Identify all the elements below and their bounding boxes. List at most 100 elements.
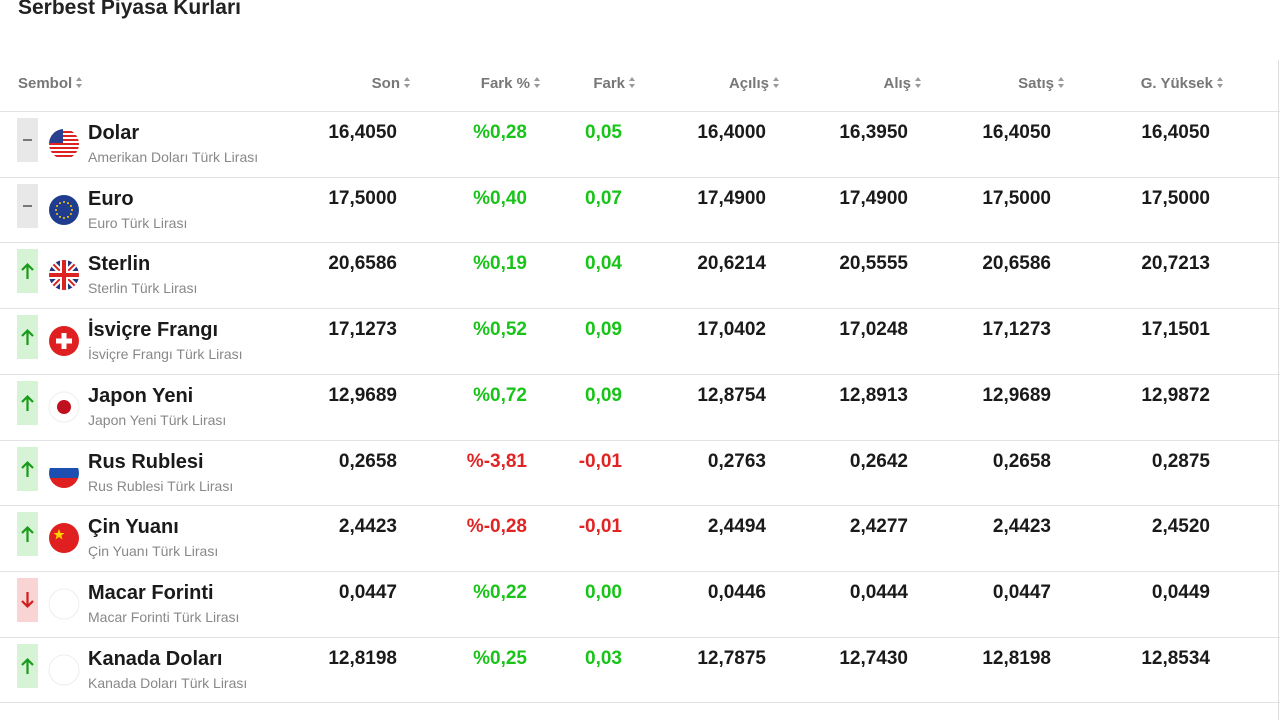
currency-subtitle: Rus Rublesi Türk Lirası — [88, 477, 234, 494]
trend-icon — [21, 526, 34, 543]
currency-subtitle: Sterlin Türk Lirası — [88, 280, 198, 297]
rate-cell: 12,7430 — [839, 647, 908, 669]
column-header[interactable]: Alış — [883, 75, 922, 92]
rate-cell: -0,01 — [578, 516, 622, 538]
rate-cell: 16,4050 — [982, 122, 1051, 143]
rate-cell: 12,9872 — [1141, 384, 1210, 406]
trend-indicator — [17, 577, 38, 622]
currency-flag — [48, 588, 80, 625]
trend-icon — [21, 394, 34, 411]
currency-name[interactable]: Macar Forinti — [88, 581, 214, 604]
trend-indicator — [17, 249, 38, 294]
row-divider — [0, 439, 1280, 441]
rate-cell: 2,4277 — [849, 516, 908, 538]
currency-subtitle: Japon Yeni Türk Lirası — [88, 411, 227, 428]
rate-cell: 0,00 — [585, 581, 622, 603]
trend-icon — [21, 657, 34, 674]
rate-cell: 20,6214 — [697, 253, 766, 275]
column-header[interactable]: Fark — [593, 75, 636, 92]
header-divider — [0, 111, 1280, 112]
trend-indicator — [17, 380, 38, 425]
rate-cell: 16,3950 — [839, 122, 908, 143]
column-header-text: Satış — [1018, 75, 1054, 92]
flag-icon — [49, 457, 79, 488]
rate-cell: 0,2658 — [992, 450, 1051, 472]
trend-indicator — [17, 446, 38, 491]
row-divider — [0, 636, 1280, 638]
column-header-text: Sembol — [18, 75, 73, 92]
column-header[interactable]: G. Yüksek — [1141, 75, 1224, 92]
column-header-text: Son — [371, 75, 400, 92]
rate-cell: 2,4423 — [338, 516, 397, 538]
rate-cell: 0,0447 — [338, 581, 397, 603]
row-divider — [0, 242, 1280, 244]
column-header[interactable]: Sembol — [18, 75, 83, 92]
currency-subtitle: Euro Türk Lirası — [88, 214, 188, 231]
column-header[interactable]: Fark % — [481, 75, 541, 92]
currency-name[interactable]: Japon Yeni — [88, 384, 194, 407]
currency-subtitle: İsviçre Frangı Türk Lirası — [88, 346, 243, 363]
rate-cell: 0,2875 — [1151, 450, 1210, 472]
rate-cell: 0,0447 — [992, 581, 1051, 603]
column-header-text: Alış — [883, 75, 911, 92]
rate-cell: 20,6586 — [328, 253, 397, 275]
currency-name[interactable]: Euro — [88, 187, 134, 210]
rate-cell: 17,5000 — [328, 187, 397, 209]
rate-cell: 2,4494 — [707, 516, 766, 538]
trend-indicator — [17, 512, 38, 557]
column-header[interactable]: Son — [372, 75, 411, 92]
rate-cell: 0,2642 — [849, 450, 908, 472]
rate-cell: 20,7213 — [1141, 253, 1210, 275]
flag-icon — [48, 391, 80, 423]
rate-cell: 2,4423 — [992, 516, 1051, 538]
rate-cell: 0,2763 — [707, 450, 766, 472]
rate-cell: 0,03 — [585, 647, 622, 669]
currency-flag — [48, 391, 80, 428]
sort-icon — [1216, 77, 1224, 89]
currency-name[interactable]: Çin Yuanı — [88, 516, 179, 539]
trend-icon — [23, 204, 32, 207]
row-divider — [0, 373, 1280, 375]
trend-indicator — [17, 643, 38, 688]
trend-indicator — [17, 183, 38, 228]
rate-cell: 17,0402 — [697, 319, 766, 341]
sort-icon — [772, 77, 780, 89]
rate-cell: 17,1273 — [328, 319, 397, 341]
trend-indicator — [17, 118, 38, 162]
column-header-text: Fark % — [480, 75, 530, 92]
rate-cell: 17,1273 — [982, 319, 1051, 341]
rate-cell: %-0,28 — [466, 516, 527, 538]
currency-name[interactable]: Kanada Doları — [88, 647, 223, 670]
currency-flag — [48, 457, 80, 494]
currency-name[interactable]: Dolar — [88, 122, 140, 144]
rate-cell: %0,28 — [473, 122, 527, 143]
rate-cell: 17,4900 — [697, 187, 766, 209]
rate-cell: %0,52 — [473, 319, 527, 341]
row-divider — [0, 702, 1280, 704]
currency-name[interactable]: Sterlin — [88, 253, 151, 276]
rate-cell: 17,1501 — [1141, 319, 1210, 341]
currency-flag — [48, 325, 80, 362]
rate-cell: 12,9689 — [328, 384, 397, 406]
column-header[interactable]: Açılış — [729, 75, 780, 92]
rate-cell: 0,07 — [585, 187, 622, 209]
rate-cell: 0,04 — [585, 253, 622, 275]
sort-icon — [533, 77, 541, 89]
page-title: Serbest Piyasa Kurları — [18, 0, 241, 19]
rate-cell: 0,09 — [585, 319, 622, 341]
rate-cell: 17,4900 — [839, 187, 908, 209]
rate-cell: 0,0446 — [707, 581, 766, 603]
rate-cell: 0,0449 — [1151, 581, 1210, 603]
rate-cell: 0,0444 — [849, 581, 908, 603]
column-header[interactable]: Satış — [1018, 75, 1065, 92]
flag-icon — [49, 523, 79, 554]
rate-cell: 12,9689 — [982, 384, 1051, 406]
rate-cell: 0,05 — [585, 122, 622, 143]
trend-icon — [21, 591, 34, 608]
currency-name[interactable]: Rus Rublesi — [88, 450, 204, 473]
column-header-text: Fark — [593, 75, 625, 92]
sort-icon — [75, 77, 83, 89]
currency-name[interactable]: İsviçre Frangı — [88, 319, 219, 342]
rate-cell: 0,2658 — [338, 450, 397, 472]
